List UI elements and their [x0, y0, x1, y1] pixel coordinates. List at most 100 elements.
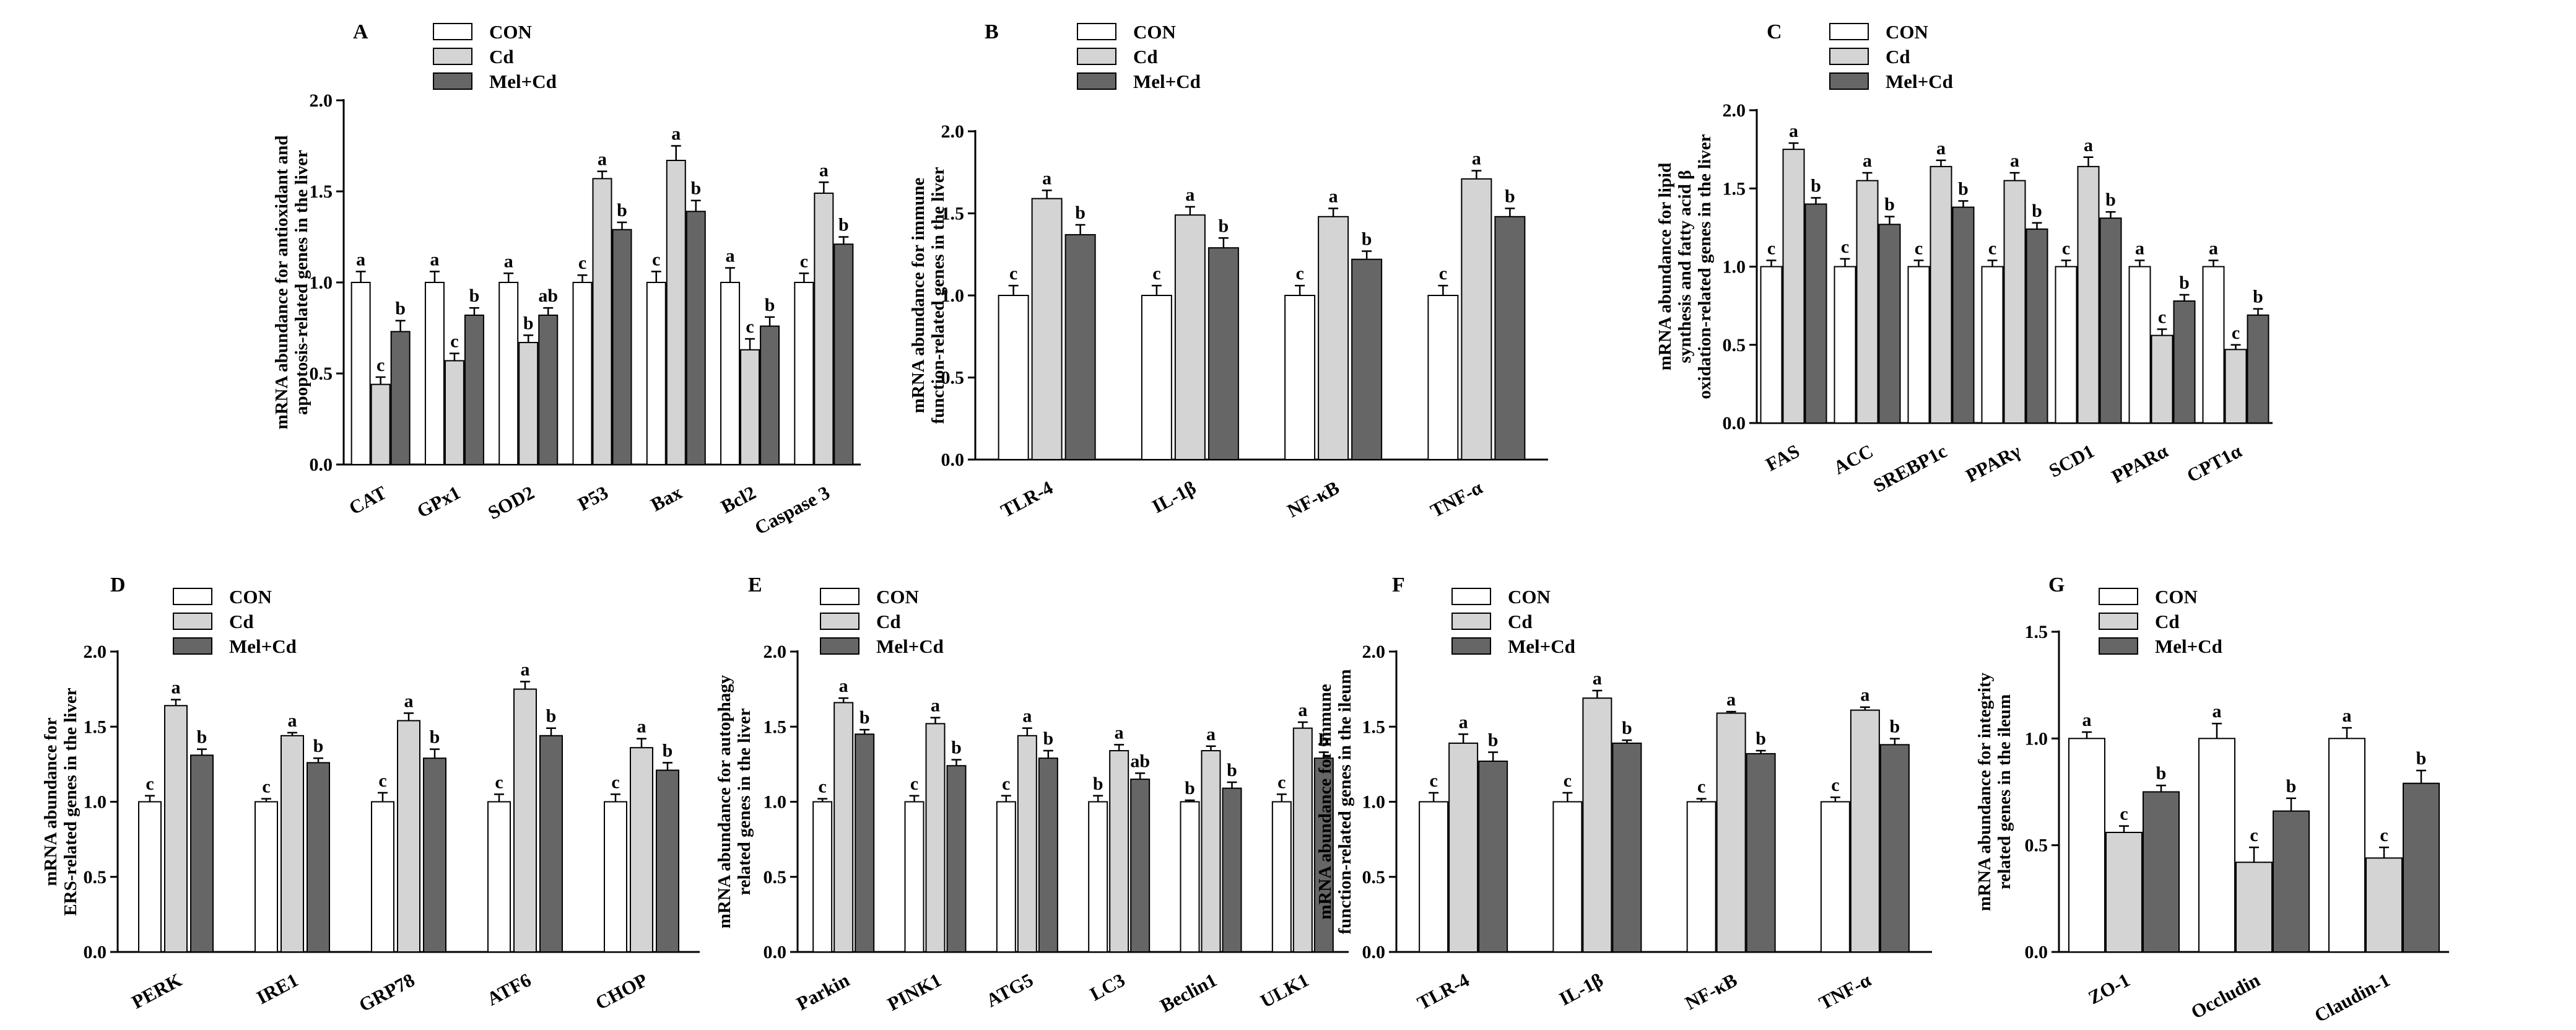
legend-label: CON: [229, 586, 272, 608]
y-tick-label: 0.0: [84, 942, 107, 962]
x-tick-label: Occludin: [2187, 969, 2263, 1023]
bar-con-tlr-4: [1419, 801, 1449, 953]
legend-swatch-cd: [173, 613, 212, 630]
x-tick-label: Beclin1: [1157, 969, 1221, 1016]
significance-letter: c: [1767, 238, 1775, 258]
bar-mel-cd-tlr-4: [1064, 233, 1096, 460]
legend: CON Cd Mel+Cd: [1077, 21, 1201, 92]
significance-letter: c: [819, 777, 827, 797]
y-tick-label: 0.5: [1362, 867, 1386, 888]
significance-letter: c: [1277, 772, 1286, 792]
significance-letter: a: [1206, 724, 1216, 744]
y-axis-title-line: oxidation-related genes in the liver: [1695, 134, 1715, 399]
bar-mel-cd-cat: [390, 331, 411, 465]
significance-letter: b: [1884, 194, 1895, 215]
x-tick-label: ATG5: [983, 969, 1037, 1011]
bar-con-nf-b: [1686, 801, 1717, 953]
x-tick-label: Caspase 3: [751, 481, 833, 539]
bar-con-cat: [350, 282, 371, 465]
significance-letter: b: [1318, 730, 1329, 750]
y-axis-title-line: mRNA abundance for autophagy: [715, 674, 734, 928]
significance-letter: c: [1564, 770, 1572, 791]
bar-mel-cd-gpx1: [464, 314, 484, 466]
legend-swatch-cd: [1077, 48, 1116, 65]
bar-mel-cd-atf6: [539, 735, 563, 953]
y-tick-label: 0.5: [764, 867, 787, 888]
bar-con-pink1: [904, 801, 925, 953]
bar-cd-p53: [592, 178, 612, 465]
panel-letter: F: [1392, 574, 1405, 596]
significance-letter: a: [671, 124, 681, 144]
panel-letter: C: [1767, 20, 1782, 43]
legend-label: CON: [489, 21, 532, 43]
significance-letter: a: [2343, 705, 2352, 726]
bar-mel-cd-caspase-3: [833, 243, 854, 465]
bar-con-fas: [1760, 266, 1783, 424]
bar-con-beclin1: [1180, 801, 1200, 953]
significance-letter: b: [2286, 776, 2297, 797]
significance-letter: c: [1831, 775, 1839, 795]
significance-letter: b: [395, 299, 406, 319]
bar-con-tnf-: [1427, 295, 1459, 460]
bar-con-sod2: [498, 282, 519, 465]
significance-letter: a: [1593, 668, 1602, 689]
bar-cd-ire1: [281, 735, 304, 953]
significance-letter: b: [617, 200, 627, 220]
legend-label: Mel+Cd: [1133, 71, 1201, 92]
significance-letter: b: [1227, 760, 1237, 780]
legend: CON Cd Mel+Cd: [173, 586, 297, 657]
bar-con-grp78: [371, 801, 394, 953]
significance-letter: a: [2082, 710, 2092, 730]
significance-letter: c: [800, 251, 808, 271]
significance-letter: a: [1022, 706, 1032, 727]
x-tick-label: Bax: [647, 481, 686, 515]
significance-letter: a: [2010, 151, 2019, 171]
significance-letter: b: [469, 286, 480, 306]
bar-mel-cd-grp78: [423, 757, 446, 953]
y-axis-title-line: mRNA abundance for lipid: [1655, 163, 1675, 370]
bar-con-ppar-: [1981, 266, 2004, 424]
y-tick-label: 1.5: [1362, 717, 1386, 737]
significance-letter: c: [652, 249, 660, 269]
y-tick-label: 0.0: [1362, 942, 1386, 962]
significance-letter: c: [2120, 804, 2128, 824]
significance-letter: b: [2253, 287, 2263, 307]
x-tick-label: FAS: [1762, 440, 1803, 475]
significance-letter: b: [2105, 190, 2116, 210]
y-axis-title-line: mRNA abundance for integrity: [1975, 672, 1995, 911]
bar-mel-cd-acc: [1878, 224, 1901, 424]
significance-letter: c: [1152, 263, 1160, 284]
legend-label: CON: [1133, 21, 1176, 43]
significance-letter: a: [1860, 685, 1869, 705]
y-axis-title-line: synthesis and fatty acid β: [1675, 170, 1695, 364]
significance-letter: c: [746, 316, 754, 337]
y-tick-label: 0.5: [84, 867, 107, 888]
x-tick-label: NF-κB: [1284, 476, 1342, 522]
y-axis-title: mRNA abundance for integrity related gene…: [1975, 672, 2014, 911]
significance-letter: a: [931, 696, 940, 716]
significance-letter: a: [1936, 138, 1946, 159]
bar-mel-cd-ppar-: [2026, 228, 2048, 424]
chart-panel-C: C CON Cd Mel+Cd 0.0 0.5 1.0 1.5 2.0 mRNA abundanc…: [1655, 20, 2273, 497]
significance-letter: b: [430, 727, 440, 748]
chart-panel-E: E CON Cd Mel+Cd 0.0 0.5 1.0 1.5 2.0 mRNA abundanc…: [715, 574, 1349, 1016]
y-tick-label: 1.5: [1723, 178, 1746, 199]
y-tick-label: 1.5: [310, 181, 333, 202]
legend-label: Cd: [489, 46, 514, 68]
y-axis-title: mRNA abundance for ERS-related genes in t…: [41, 687, 80, 915]
bar-cd-perk: [164, 705, 188, 953]
x-tick-label: ATF6: [483, 969, 534, 1010]
bar-cd-lc3: [1109, 750, 1129, 953]
legend-swatch-cd: [2099, 613, 2138, 630]
y-axis-title: mRNA abundance for immune function-relate…: [908, 167, 948, 424]
panel-letter: D: [110, 574, 126, 596]
legend-label: Mel+Cd: [1886, 71, 1953, 92]
x-tick-label: ZO-1: [2084, 969, 2133, 1008]
bar-cd-bcl2: [740, 349, 760, 466]
x-tick-label: SREBP1c: [1869, 440, 1950, 497]
x-tick-label: TLR-4: [1414, 969, 1473, 1014]
bar-mel-cd-cpt1-: [2247, 314, 2269, 424]
bar-mel-cd-lc3: [1130, 779, 1151, 953]
bar-mel-cd-tnf-: [1494, 216, 1526, 460]
bar-mel-cd-chop: [656, 769, 679, 953]
